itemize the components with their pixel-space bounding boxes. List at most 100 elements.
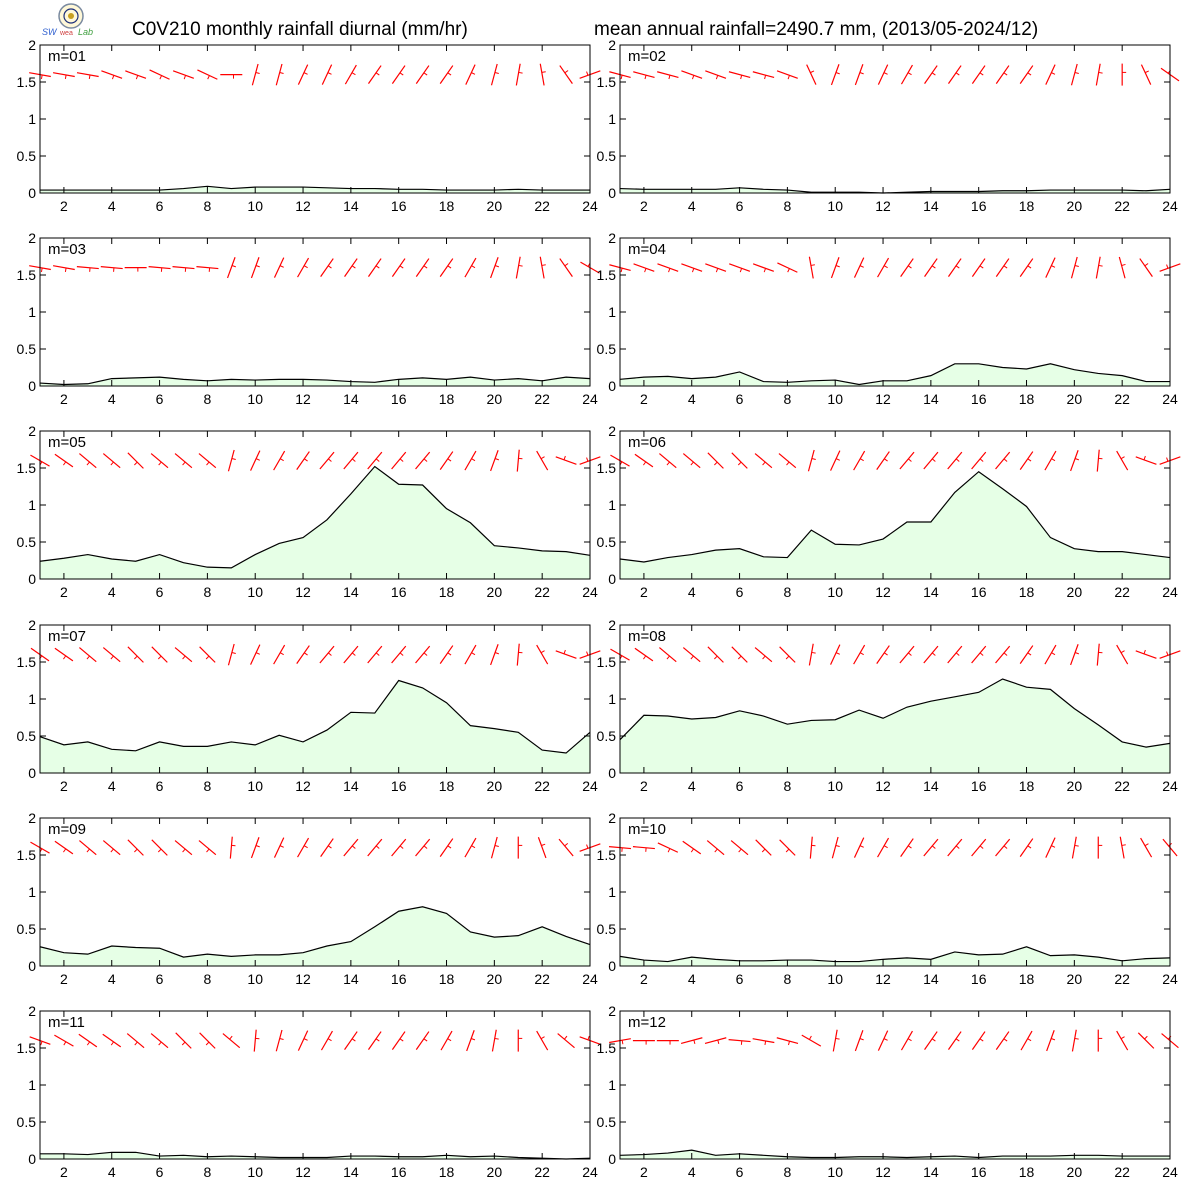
wind-barb bbox=[40, 74, 43, 80]
wind-vector bbox=[1045, 837, 1056, 858]
wind-vector bbox=[754, 647, 773, 663]
y-tick-label: 0.5 bbox=[17, 728, 37, 744]
wind-vector bbox=[415, 838, 431, 857]
wind-barb bbox=[762, 461, 766, 466]
wind-vector bbox=[776, 1037, 799, 1045]
chart-panel: 00.511.522 4 6 8 10 12 14 16 18 20 22 24m=05 bbox=[17, 423, 601, 600]
wind-vector bbox=[516, 643, 520, 666]
panel-frame bbox=[619, 1010, 1171, 1160]
month-label: m=06 bbox=[628, 434, 666, 451]
wind-barb bbox=[231, 651, 236, 654]
wind-barb bbox=[693, 1039, 696, 1045]
wind-barb bbox=[63, 461, 67, 466]
wind-vector bbox=[320, 838, 334, 857]
wind-vector bbox=[971, 451, 987, 470]
wind-vector bbox=[1045, 64, 1056, 85]
wind-barb bbox=[351, 845, 356, 849]
wind-vector bbox=[779, 839, 796, 856]
x-tick-label: 22 bbox=[1114, 584, 1130, 600]
wind-barb bbox=[883, 1038, 888, 1041]
chart-panel: 00.511.522 4 6 8 10 12 14 16 18 20 22 24m=07 bbox=[17, 617, 601, 794]
wind-barb bbox=[667, 848, 671, 853]
x-tick-label: 20 bbox=[487, 391, 503, 407]
panel-frame bbox=[39, 44, 591, 194]
rainfall-area bbox=[40, 1152, 590, 1159]
wind-vector bbox=[1046, 1030, 1055, 1052]
x-tick-label: 14 bbox=[343, 971, 359, 987]
wind-barb bbox=[931, 652, 936, 656]
wind-barb bbox=[303, 265, 308, 269]
wind-barb bbox=[1051, 845, 1056, 848]
x-tick-label: 12 bbox=[875, 584, 891, 600]
wind-barb bbox=[883, 265, 888, 269]
x-tick-label: 24 bbox=[582, 971, 598, 987]
wind-barb bbox=[835, 458, 840, 461]
wind-barb bbox=[955, 265, 960, 269]
wind-vector bbox=[491, 1029, 497, 1052]
x-tick-label: 20 bbox=[1067, 971, 1083, 987]
x-tick-label: 22 bbox=[534, 584, 550, 600]
wind-barb bbox=[423, 1038, 428, 1042]
wind-barb bbox=[494, 1037, 499, 1040]
x-tick-label: 10 bbox=[827, 198, 843, 214]
x-tick-label: 14 bbox=[343, 1164, 359, 1180]
wind-barb bbox=[907, 845, 912, 849]
rainfall-line bbox=[39, 679, 591, 754]
wind-barb bbox=[620, 268, 623, 273]
x-tick-label: 24 bbox=[1162, 391, 1178, 407]
y-tick-label: 2 bbox=[28, 1003, 36, 1019]
wind-barb bbox=[1003, 265, 1008, 269]
wind-barb bbox=[351, 265, 356, 269]
wind-vector bbox=[776, 70, 798, 79]
wind-barb bbox=[40, 267, 43, 273]
y-tick-label: 2 bbox=[608, 810, 616, 826]
month-label: m=12 bbox=[628, 1014, 666, 1031]
month-label: m=03 bbox=[48, 241, 86, 258]
wind-barb bbox=[564, 1035, 568, 1040]
wind-vector bbox=[633, 263, 655, 272]
wind-barb bbox=[471, 652, 476, 656]
wind-vector bbox=[831, 836, 839, 859]
wind-vector bbox=[729, 263, 751, 272]
wind-vector bbox=[1095, 256, 1101, 279]
x-tick-label: 2 bbox=[640, 1164, 648, 1180]
x-tick-label: 24 bbox=[1162, 198, 1178, 214]
wind-barb bbox=[134, 848, 138, 853]
wind-barb bbox=[787, 268, 790, 273]
wind-barb bbox=[1051, 458, 1056, 462]
x-tick-label: 16 bbox=[971, 584, 987, 600]
y-tick-label: 1.5 bbox=[17, 460, 37, 476]
x-tick-label: 12 bbox=[295, 1164, 311, 1180]
wind-barb bbox=[643, 655, 647, 660]
x-tick-label: 24 bbox=[582, 391, 598, 407]
wind-vector bbox=[924, 258, 938, 277]
wind-barb bbox=[110, 655, 114, 660]
wind-barb bbox=[1121, 844, 1126, 846]
wind-barb bbox=[811, 457, 816, 460]
x-tick-label: 6 bbox=[736, 778, 744, 794]
wind-vector bbox=[199, 646, 216, 663]
wind-vector bbox=[1070, 256, 1078, 279]
wind-barb bbox=[494, 71, 499, 74]
wind-barb bbox=[111, 75, 115, 80]
wind-barb bbox=[955, 458, 960, 462]
svg-text:wea: wea bbox=[59, 30, 73, 37]
wind-vector bbox=[391, 258, 406, 277]
x-tick-label: 10 bbox=[827, 584, 843, 600]
rainfall-area bbox=[620, 363, 1170, 386]
wind-vector bbox=[877, 1030, 889, 1051]
y-tick-label: 0.5 bbox=[17, 534, 37, 550]
x-tick-label: 24 bbox=[1162, 1164, 1178, 1180]
wind-vector bbox=[877, 64, 889, 85]
wind-vector bbox=[1135, 650, 1157, 659]
wind-vector bbox=[319, 645, 335, 664]
wind-barb bbox=[494, 844, 499, 847]
y-tick-label: 0.5 bbox=[17, 341, 37, 357]
x-tick-label: 2 bbox=[60, 971, 68, 987]
wind-vector bbox=[79, 840, 97, 856]
wind-barb bbox=[327, 845, 332, 849]
wind-barb bbox=[110, 848, 114, 853]
wind-barb bbox=[715, 75, 719, 80]
rainfall-area bbox=[40, 906, 590, 966]
x-tick-label: 4 bbox=[688, 391, 696, 407]
